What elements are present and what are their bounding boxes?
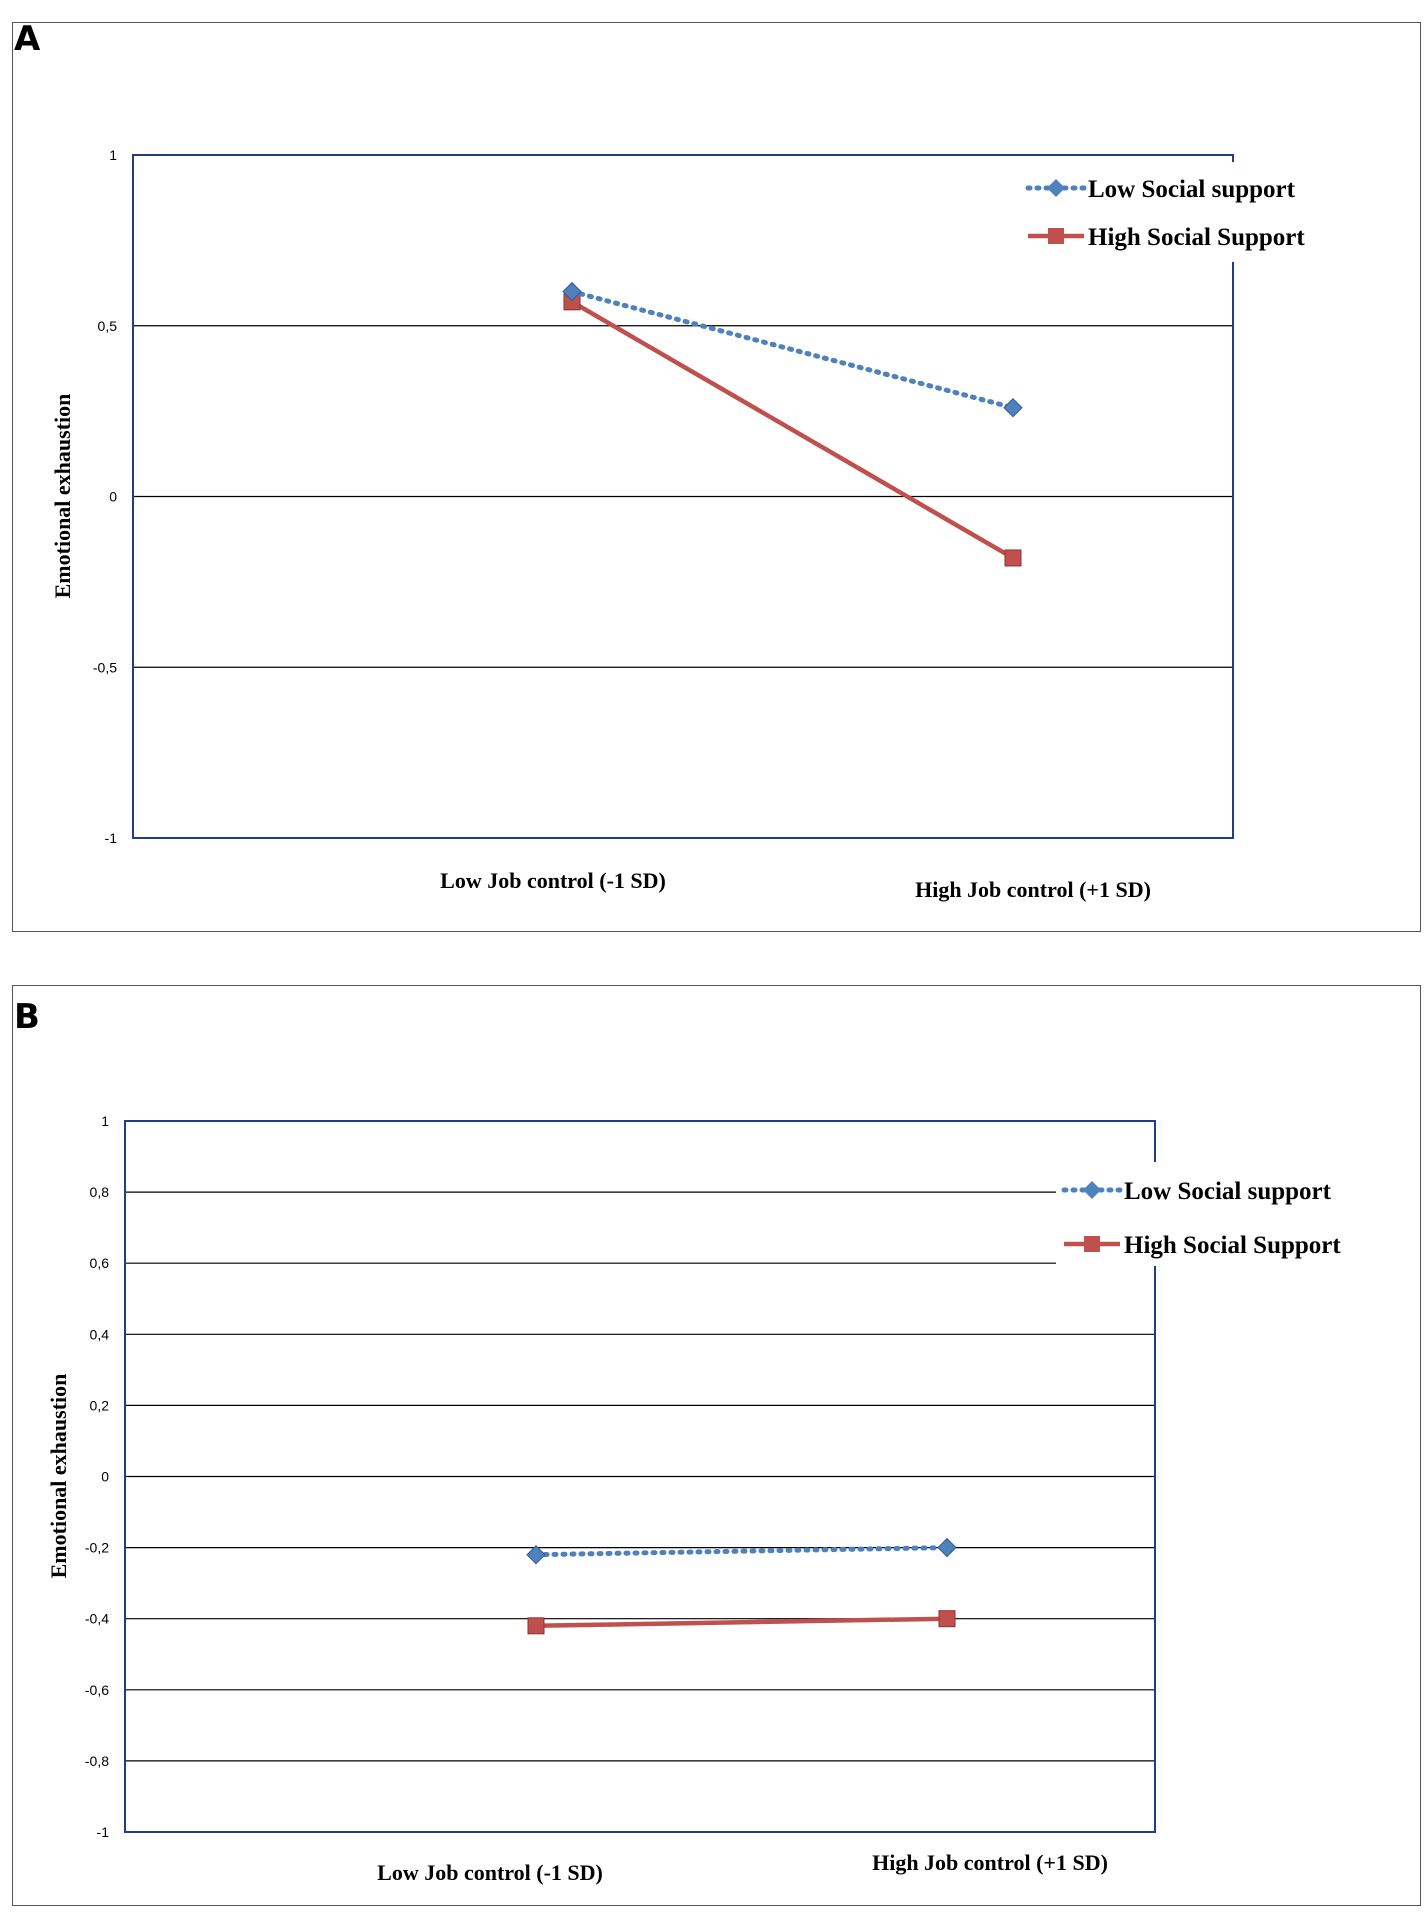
x-category-label: Low Job control (-1 SD)	[377, 1860, 603, 1885]
series-line-low-social-support	[533, 1545, 950, 1558]
chart-b: 1 0,8 0,6 0,4 0,2 0 -0,2 -0,4 -0,6 -0,8 -1 Emotiona…	[46, 1113, 1386, 1885]
y-tick-label: -0,5	[93, 659, 117, 675]
y-tick-label: 0	[109, 489, 117, 505]
legend-background	[1018, 162, 1363, 262]
data-point-high-social-support	[527, 1617, 545, 1635]
x-category-label: High Job control (+1 SD)	[915, 877, 1151, 902]
data-point-low-social-support	[1003, 398, 1023, 418]
data-point-high-social-support	[1004, 549, 1022, 567]
y-tick-label: 0,4	[90, 1326, 110, 1342]
legend-square-marker	[1048, 228, 1064, 244]
y-tick-label: 1	[101, 1113, 109, 1129]
y-tick-label: -0,2	[85, 1540, 109, 1556]
data-point-low-social-support	[937, 1537, 957, 1558]
panel-b	[12, 985, 1421, 1906]
y-axis-label: Emotional exhaustion	[46, 1374, 71, 1579]
panel-a-label: A	[14, 19, 41, 59]
legend-diamond-marker	[1083, 1181, 1101, 1199]
data-point-low-social-support	[526, 1545, 546, 1565]
y-tick-label: 1	[109, 147, 117, 163]
y-tick-label: 0,6	[90, 1255, 110, 1271]
panel-b-label: B	[14, 997, 40, 1037]
y-tick-label: 0,5	[98, 318, 118, 334]
legend: Low Social support High Social Support	[1018, 162, 1363, 262]
x-category-label: Low Job control (-1 SD)	[440, 868, 666, 893]
y-axis-label: Emotional exhaustion	[50, 394, 75, 599]
legend-entry-label: Low Social support	[1124, 1178, 1332, 1205]
y-tick-label: -0,6	[85, 1682, 109, 1698]
y-tick-label: 0	[101, 1469, 109, 1485]
data-point-high-social-support	[938, 1610, 956, 1628]
plot-area-border	[132, 154, 1234, 839]
chart-a: 1 0,5 0 -0,5 -1 Emotional exhaustion Low Job c…	[50, 147, 1363, 902]
series-line-high-social-support	[570, 299, 1015, 560]
legend-background	[1056, 1162, 1386, 1266]
y-tick-label: -0,4	[85, 1611, 109, 1627]
y-tick-label: -1	[97, 1824, 110, 1840]
series-line-low-social-support	[569, 289, 1016, 411]
plot-area-border	[124, 1120, 1156, 1833]
data-point-low-social-support	[562, 281, 582, 302]
legend-entry-label: High Social Support	[1088, 224, 1305, 251]
y-tick-label: -1	[105, 830, 118, 846]
y-tick-label: 0,8	[90, 1184, 110, 1200]
legend-entry-label: Low Social support	[1088, 176, 1296, 203]
y-tick-label: 0,2	[90, 1397, 110, 1413]
series-line-high-social-support	[535, 1616, 948, 1629]
legend-diamond-marker	[1047, 179, 1065, 197]
y-tick-label: -0,8	[85, 1753, 109, 1769]
x-category-label: High Job control (+1 SD)	[872, 1850, 1108, 1875]
legend-square-marker	[1084, 1236, 1100, 1252]
legend-entry-label: High Social Support	[1124, 1232, 1341, 1259]
legend: Low Social support High Social Support	[1056, 1162, 1386, 1266]
